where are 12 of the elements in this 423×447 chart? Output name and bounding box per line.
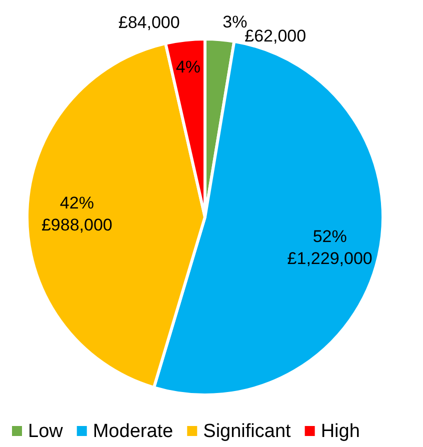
text: 42% [60,194,94,213]
text: 4% [176,58,200,77]
data-label: £1,229,000 [287,248,372,268]
legend-label: Significant [203,421,292,442]
text: 3% [222,12,248,32]
data-label: £62,000 [244,26,306,46]
data-label: £84,000 [118,13,180,32]
legend-label: High [320,421,360,442]
data-label: £988,000 [41,216,112,235]
legend-label: Moderate [92,421,174,442]
legend-label: Low [28,421,64,442]
text: 52% [312,226,347,246]
